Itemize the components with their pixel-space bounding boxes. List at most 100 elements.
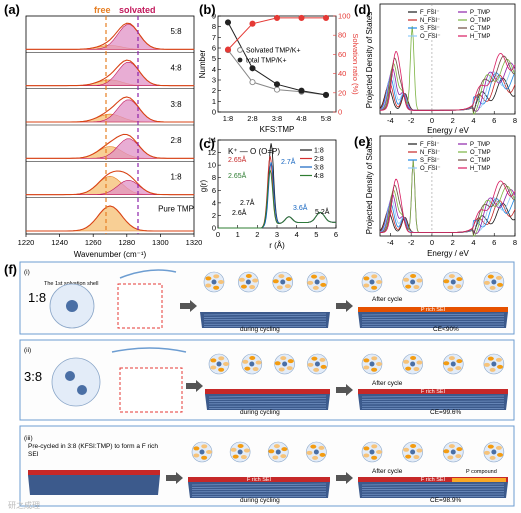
panel-d-frame [379,3,516,115]
solvent-molecule [413,367,420,372]
y-tick-label: 2 [212,211,216,220]
electrode-texture [361,313,505,316]
sei-layer [205,389,330,394]
y-tick-label: 4 [212,65,216,74]
x-tick-label: 5:8 [321,114,331,123]
solvent-molecule [284,284,291,289]
electrode-texture [203,313,327,316]
spectrum-fit-line [26,133,194,159]
solvent-molecule [206,450,212,454]
k-ion [280,279,286,285]
solvent-molecule [274,361,281,366]
panel-b-xlabel: KFS:TMP [260,125,295,134]
sei-layer [358,389,508,394]
peak-annotation: 5.2Å [315,207,330,216]
sei-layer [358,477,508,482]
solvent-molecule [272,279,279,284]
solvent-molecule [318,445,325,450]
solvent-molecule [455,454,462,459]
k-ion [410,279,416,285]
electrode-texture [208,400,327,402]
k-ion-i [66,300,78,312]
solvent-molecule [363,446,370,451]
solvent-molecule [193,453,200,458]
solvent-molecule [238,277,245,282]
row-ii-ratio: 3:8 [24,369,42,384]
x-tick-label: 1320 [186,238,203,247]
solvent-molecule [240,455,247,460]
k-ion-ii-a [65,371,75,381]
solvent-molecule [363,358,370,363]
electrode-texture [361,400,505,402]
legend-label: N_FSI⁻ [420,18,440,24]
solvent-molecule [242,359,249,364]
y-tick-label: 6 [212,44,216,53]
solvent-molecule [249,356,256,361]
k-ion [450,279,456,285]
solvent-molecule [483,362,490,367]
row-iii-roman: (iii) [24,435,33,442]
electrode-texture [361,316,505,318]
k-ion [314,279,320,285]
legend-label: C_TMP [470,26,490,32]
x-tick-label: 1 [236,230,240,239]
solvent-molecule [371,285,378,290]
electrode-texture [208,398,327,400]
panel-label-c: (c) [199,136,215,151]
process-arrow [336,384,353,396]
electrode-texture [361,398,505,400]
solvent-molecule [319,275,326,280]
solvent-molecule [416,278,423,283]
panel-d-ylabel: Projected Density of States [365,12,374,109]
k-ion [275,449,281,455]
solvent-molecule [455,284,462,289]
x-tick-label: 4 [471,238,475,247]
arrow-i [119,269,177,279]
pdos-curve [379,51,516,111]
k-ion [369,449,375,455]
legend-label: 4:8 [314,173,324,180]
solvent-molecule [495,357,502,362]
solvent-molecule [489,367,496,372]
sei-layer [188,477,330,482]
x-tick-label: 4:8 [296,114,306,123]
row-ii-scenes: F rich SEI [186,353,508,410]
x-tick-label: 1240 [51,238,68,247]
k-ion [314,361,320,367]
k-ion [410,361,416,367]
x-tick-label: 0 [216,230,220,239]
solvent-molecule [495,275,502,280]
y-tick-label: 10 [208,161,216,170]
data-point [273,86,281,93]
legend-label: H_TMP [470,166,490,172]
legend-label: C_TMP [470,158,490,164]
legend-label: 3:8 [314,165,324,172]
solvent-molecule [306,450,313,455]
pre-electrode [28,475,160,495]
solvent-molecule [497,282,504,287]
legend-label: N_FSI⁻ [420,150,440,156]
solvent-molecule [371,455,378,460]
legend-label: F_FSI⁻ [420,142,440,148]
y-tick-label: 2 [212,86,216,95]
peak-annotation: 3.6Å [293,203,308,212]
electrode-texture [208,395,327,398]
k-ion [410,449,416,455]
solvent-molecule [255,360,262,365]
solvent-molecule [213,274,220,279]
process-arrow [166,472,183,484]
legend-label: H_TMP [470,34,490,40]
k-ion [313,449,319,455]
solvent-molecule [319,452,326,457]
solvent-molecule [416,448,423,453]
panel-b-y2label: Solvation ratio (%) [351,33,360,95]
legend-label: O_FSI⁻ [420,34,441,40]
solvent-molecule [497,452,504,457]
solvent-molecule [483,280,490,285]
peak-annotation: 2.65Å [228,171,247,180]
series-line-2 [227,17,326,50]
solvent-molecule [487,356,494,361]
x-tick-label: 6 [492,116,496,125]
spectrum-fit-line [26,170,194,196]
